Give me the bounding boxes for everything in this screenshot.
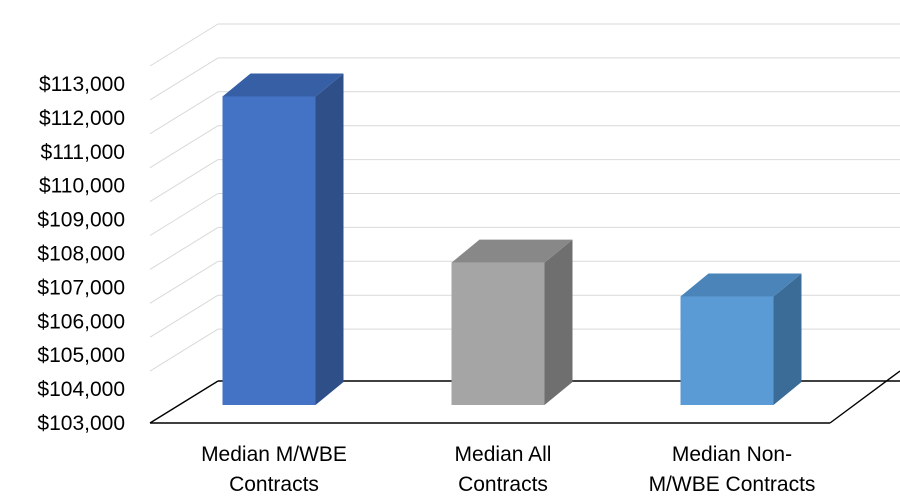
x-category-label: Median Non-M/WBE Contracts: [649, 443, 816, 496]
y-tick-label: $103,000: [37, 412, 125, 435]
y-tick-label: $104,000: [37, 378, 125, 401]
y-tick-label: $109,000: [37, 209, 125, 232]
y-tick-label: $105,000: [37, 344, 125, 367]
y-tick-label: $113,000: [39, 73, 125, 96]
y-axis-ticks: $103,000 $104,000 $105,000 $106,000 $107,000…: [37, 73, 125, 435]
gridline: [149, 57, 900, 101]
x-axis-labels: Median M/WBE Contracts Median All Contracts…: [201, 443, 815, 496]
bar: [222, 73, 344, 405]
y-tick-label: $112,000: [39, 107, 125, 130]
bars: [222, 73, 802, 405]
y-tick-label: $108,000: [37, 243, 125, 266]
y-tick-label: $111,000: [41, 141, 125, 164]
bar: [680, 273, 802, 405]
x-category-label: Median M/WBE Contracts: [201, 443, 347, 496]
x-category-label: Median All Contracts: [455, 443, 552, 496]
gridline: [149, 23, 900, 67]
y-tick-label: $106,000: [37, 310, 125, 333]
bar: [451, 239, 573, 405]
y-tick-label: $107,000: [37, 276, 125, 299]
y-tick-label: $110,000: [39, 175, 125, 198]
